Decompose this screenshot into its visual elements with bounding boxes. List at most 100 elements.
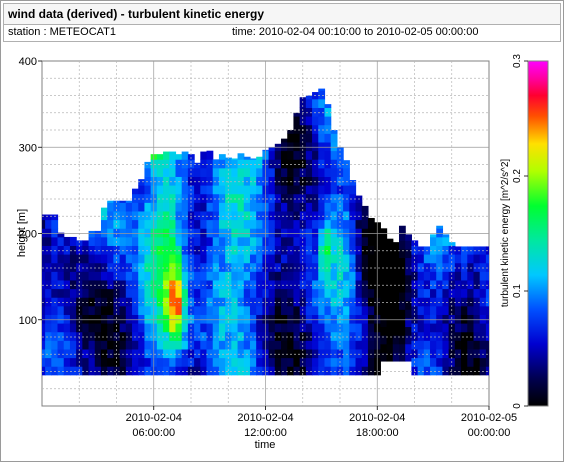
heatmap-cell <box>175 167 183 177</box>
heatmap-cell <box>45 236 52 246</box>
heatmap-cell <box>249 228 257 238</box>
heatmap-cell <box>57 314 65 324</box>
heatmap-cell <box>330 228 338 238</box>
heatmap-cell <box>274 297 282 307</box>
heatmap-cell <box>548 332 555 341</box>
heatmap-cell <box>169 323 177 333</box>
heatmap-cell <box>473 349 481 359</box>
heatmap-cell <box>163 331 170 341</box>
heatmap-cell <box>318 349 326 359</box>
heatmap-cell <box>312 193 319 203</box>
heatmap-cell <box>560 323 564 332</box>
heatmap-cell <box>194 162 201 169</box>
heatmap-cell <box>100 305 108 315</box>
heatmap-cell <box>268 202 276 212</box>
heatmap-cell <box>69 340 77 350</box>
heatmap-cell <box>305 314 313 324</box>
heatmap-cell <box>88 297 96 307</box>
heatmap-cell <box>324 314 332 324</box>
heatmap-cell <box>181 219 189 229</box>
heatmap-cell <box>293 314 301 324</box>
heatmap-cell <box>417 297 425 307</box>
heatmap-cell <box>423 305 431 315</box>
heatmap-cell <box>461 340 468 350</box>
x-tick-label-time: 18:00:00 <box>356 427 399 439</box>
heatmap-cell <box>467 271 475 281</box>
heatmap-cell <box>206 288 214 298</box>
heatmap-cell <box>45 331 52 341</box>
heatmap-cell <box>436 357 444 367</box>
heatmap-cell <box>107 228 114 238</box>
heatmap-cell <box>107 366 114 376</box>
heatmap-cell <box>94 280 102 290</box>
heatmap-cell <box>125 228 133 238</box>
heatmap-cell <box>305 107 313 117</box>
heatmap-cell <box>187 159 195 169</box>
heatmap-cell <box>268 150 276 160</box>
heatmap-cell <box>76 271 83 281</box>
heatmap-cell <box>324 228 332 238</box>
heatmap-cell <box>144 245 152 255</box>
heatmap-cell <box>156 211 164 221</box>
heatmap-cell <box>312 185 319 195</box>
heatmap-cell <box>330 271 338 281</box>
heatmap-cell <box>305 357 313 367</box>
heatmap-cell <box>88 305 96 315</box>
heatmap-cell <box>293 185 301 195</box>
heatmap-cell <box>349 314 357 324</box>
heatmap-cell <box>355 331 363 341</box>
heatmap-cell <box>318 297 326 307</box>
heatmap-cell <box>485 340 489 350</box>
heatmap-cell <box>386 292 394 302</box>
heatmap-cell <box>293 176 301 186</box>
heatmap-cell <box>318 211 326 221</box>
heatmap-cell <box>42 228 46 238</box>
heatmap-cell <box>132 271 139 281</box>
heatmap-cell <box>200 193 208 203</box>
heatmap-cell <box>398 352 406 362</box>
time-range-label: time: 2010-02-04 00:10:00 to 2010-02-05 … <box>232 26 479 38</box>
heatmap-cell <box>76 314 83 324</box>
heatmap-cell <box>237 153 245 160</box>
heatmap-cell <box>156 366 164 376</box>
heatmap-cell <box>473 366 481 376</box>
x-tick-label-date: 2010-02-04 <box>126 412 182 424</box>
heatmap-cell <box>119 219 127 229</box>
heatmap-cell <box>187 331 195 341</box>
heatmap-cell <box>107 202 114 212</box>
heatmap-cell <box>194 254 201 264</box>
heatmap-cell <box>386 326 394 336</box>
heatmap-cell <box>287 228 295 238</box>
heatmap-cell <box>287 245 295 255</box>
heatmap-cell <box>386 335 394 345</box>
heatmap-cell <box>125 245 133 255</box>
heatmap-cell <box>243 176 251 186</box>
heatmap-cell <box>492 306 499 315</box>
heatmap-cell <box>318 219 326 229</box>
heatmap-cell <box>163 297 170 307</box>
heatmap-cell <box>100 271 108 281</box>
heatmap-cell <box>454 271 462 281</box>
heatmap-cell <box>268 254 276 264</box>
heatmap-cell <box>274 366 282 376</box>
heatmap-cell <box>461 366 468 376</box>
heatmap-cell <box>318 116 326 126</box>
heatmap-cell <box>312 116 319 126</box>
heatmap-cell <box>430 254 437 264</box>
heatmap-cell <box>243 185 251 195</box>
heatmap-cell <box>517 358 524 367</box>
heatmap-cell <box>225 211 232 221</box>
heatmap-cell <box>349 271 357 281</box>
heatmap-cell <box>200 159 208 169</box>
heatmap-cell <box>293 305 301 315</box>
heatmap-cell <box>218 280 226 290</box>
heatmap-cell <box>492 332 499 341</box>
heatmap-cell <box>380 326 388 336</box>
heatmap-cell <box>138 297 146 307</box>
heatmap-cell <box>274 236 282 246</box>
heatmap-cell <box>367 280 375 290</box>
heatmap-cell <box>82 366 90 376</box>
heatmap-cell <box>367 254 375 264</box>
heatmap-cell <box>324 219 332 229</box>
heatmap-cell <box>461 305 468 315</box>
